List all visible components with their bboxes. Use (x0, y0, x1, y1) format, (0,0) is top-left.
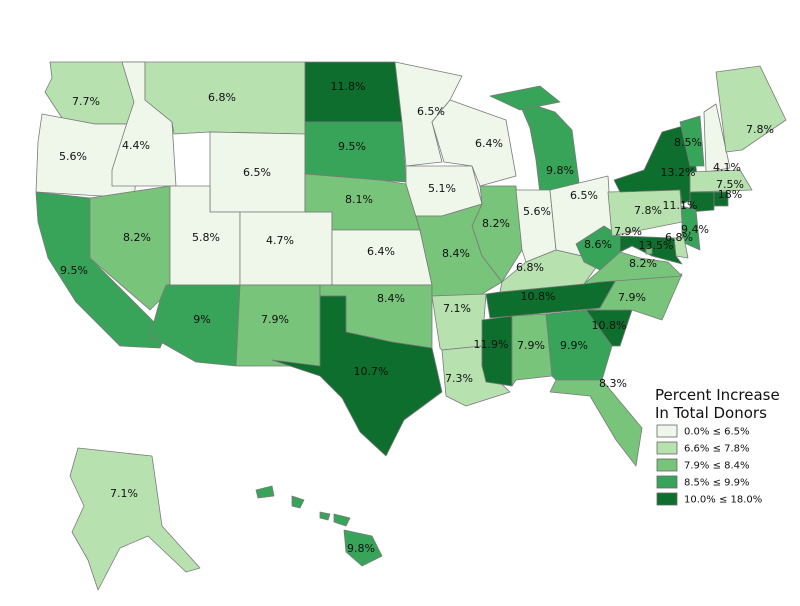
state (481, 315, 513, 387)
legend-swatch (656, 475, 678, 489)
state (703, 103, 731, 173)
state-value-label: 8.5% (674, 136, 702, 149)
state (333, 513, 351, 527)
state-value-label: 11.8% (331, 80, 366, 93)
legend-swatch (656, 424, 678, 438)
state-labels: 7.7% 5.6% 9.5% 4.4% 6.8% 6.5% 8.2% 5.8% 4.7% 9% 7.… (59, 80, 774, 555)
legend-label: 0.0% ≤ 6.5% (684, 427, 750, 438)
state-value-label: 9.4% (681, 223, 709, 236)
states (35, 61, 787, 591)
state (271, 295, 443, 457)
state (689, 191, 715, 213)
legend-label: 10.0% ≤ 18.0% (684, 495, 762, 506)
state-value-label: 10.7% (354, 365, 389, 378)
state (511, 313, 553, 387)
state-value-label: 7.9% (614, 225, 642, 238)
state (343, 529, 383, 567)
state-value-label: 9.5% (338, 140, 366, 153)
state-value-label: 7.3% (445, 372, 473, 385)
state-value-label: 9.8% (546, 164, 574, 177)
state (394, 61, 463, 167)
state-value-label: 7.8% (634, 204, 662, 217)
state-value-label: 5.6% (523, 205, 551, 218)
state (291, 495, 305, 509)
state-value-label: 18% (718, 188, 742, 201)
state-value-label: 10.8% (592, 319, 627, 332)
legend-swatch (656, 458, 678, 472)
state-value-label: 13.5% (639, 239, 674, 252)
state (715, 65, 787, 153)
state (515, 189, 557, 263)
state-value-label: 5.8% (192, 231, 220, 244)
state (69, 447, 201, 591)
legend-label: 7.9% ≤ 8.4% (684, 461, 750, 472)
state (549, 379, 643, 467)
legend-swatch (656, 492, 678, 506)
state (585, 273, 683, 321)
state-value-label: 7.7% (72, 95, 100, 108)
state-value-label: 4.4% (122, 139, 150, 152)
legend-swatch (656, 441, 678, 455)
state-value-label: 6.8% (516, 261, 544, 274)
state-value-label: 9% (193, 313, 210, 326)
state-value-label: 6.8% (665, 231, 693, 244)
state-value-label: 7.8% (746, 123, 774, 136)
state-value-label: 7.1% (443, 302, 471, 315)
state-value-label: 6.4% (367, 245, 395, 258)
state-value-label: 6.5% (417, 105, 445, 118)
legend-title: Percent Increase (655, 386, 780, 404)
state-value-label: 8.1% (345, 193, 373, 206)
state-value-label: 10.8% (521, 290, 556, 303)
state (489, 85, 561, 111)
state-value-label: 6.5% (570, 189, 598, 202)
state-value-label: 8.4% (442, 247, 470, 260)
state-value-label: 9.9% (560, 339, 588, 352)
state-value-label: 4.7% (266, 234, 294, 247)
state (239, 211, 333, 286)
state (645, 247, 653, 255)
state-value-label: 9.5% (60, 264, 88, 277)
state (679, 115, 705, 167)
legend-label: 6.6% ≤ 7.8% (684, 444, 750, 455)
state-value-label: 6.5% (243, 166, 271, 179)
state-value-label: 7.5% (716, 178, 744, 191)
state-value-label: 8.2% (629, 257, 657, 270)
state (431, 99, 517, 187)
legend-label: 8.5% ≤ 9.9% (684, 478, 750, 489)
state (681, 205, 701, 251)
state-value-label: 8.6% (584, 238, 612, 251)
state-value-label: 5.6% (59, 150, 87, 163)
state-value-label: 11.1% (663, 199, 698, 212)
state-value-label: 7.1% (110, 487, 138, 500)
state-value-label: 8.2% (482, 217, 510, 230)
state-value-label: 9.8% (347, 542, 375, 555)
state-value-label: 8.3% (599, 377, 627, 390)
state-value-label: 8.2% (123, 231, 151, 244)
state-value-label: 7.9% (261, 313, 289, 326)
state (319, 511, 331, 521)
state-value-label: 11.9% (474, 338, 509, 351)
state-value-label: 7.9% (517, 339, 545, 352)
state-value-label: 4.1% (713, 161, 741, 174)
legend-title: In Total Donors (655, 404, 767, 422)
state (689, 169, 753, 193)
state (304, 121, 407, 183)
state-value-label: 6.4% (475, 137, 503, 150)
state-value-label: 5.1% (428, 182, 456, 195)
state (713, 191, 729, 207)
state-value-label: 7.9% (618, 291, 646, 304)
state (255, 485, 275, 499)
state-value-label: 8.4% (377, 292, 405, 305)
state-value-label: 6.8% (208, 91, 236, 104)
state-value-label: 13.2% (661, 166, 696, 179)
